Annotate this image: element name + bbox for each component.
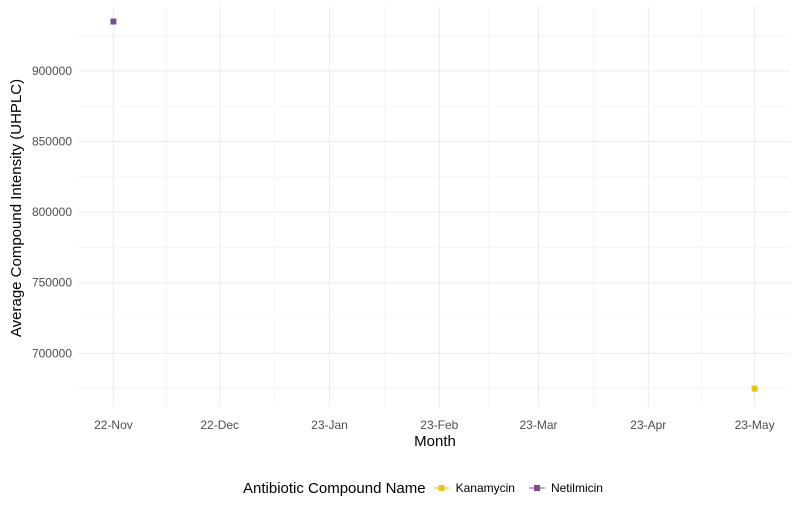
legend-title: Antibiotic Compound Name bbox=[243, 480, 426, 497]
grid bbox=[78, 6, 790, 407]
x-tick-label: 22-Dec bbox=[200, 418, 239, 432]
legend-key-marker bbox=[438, 485, 445, 491]
y-tick-label: 900000 bbox=[32, 64, 72, 78]
y-tick-label: 750000 bbox=[32, 276, 72, 290]
legend-key-marker bbox=[533, 485, 540, 491]
x-tick-label: 23-Feb bbox=[420, 418, 458, 432]
y-axis-title: Average Compound Intensity (UHPLC) bbox=[8, 79, 25, 337]
x-tick-label: 23-Apr bbox=[630, 418, 666, 432]
data-point-netilmicin bbox=[110, 18, 117, 25]
data-point-kanamycin bbox=[751, 385, 758, 392]
x-tick-label: 23-May bbox=[735, 418, 775, 432]
x-tick-label: 22-Nov bbox=[94, 418, 133, 432]
data-points bbox=[110, 18, 758, 392]
legend-items: Kanamycin Netilmicin bbox=[433, 481, 603, 495]
y-axis-ticks: 700000 750000 800000 850000 900000 bbox=[32, 64, 72, 360]
x-tick-label: 23-Jan bbox=[311, 418, 348, 432]
legend: Antibiotic Compound Name Kanamycin Netilm… bbox=[243, 480, 603, 497]
x-axis-title: Month bbox=[414, 433, 456, 450]
x-axis-ticks: 22-Nov 22-Dec 23-Jan 23-Feb 23-Mar 23-Apr 23-M… bbox=[94, 418, 775, 432]
y-tick-label: 700000 bbox=[32, 346, 72, 360]
y-tick-label: 850000 bbox=[32, 135, 72, 149]
y-tick-label: 800000 bbox=[32, 205, 72, 219]
legend-label: Netilmicin bbox=[551, 481, 603, 495]
x-tick-label: 23-Mar bbox=[519, 418, 557, 432]
legend-label: Kanamycin bbox=[456, 481, 515, 495]
